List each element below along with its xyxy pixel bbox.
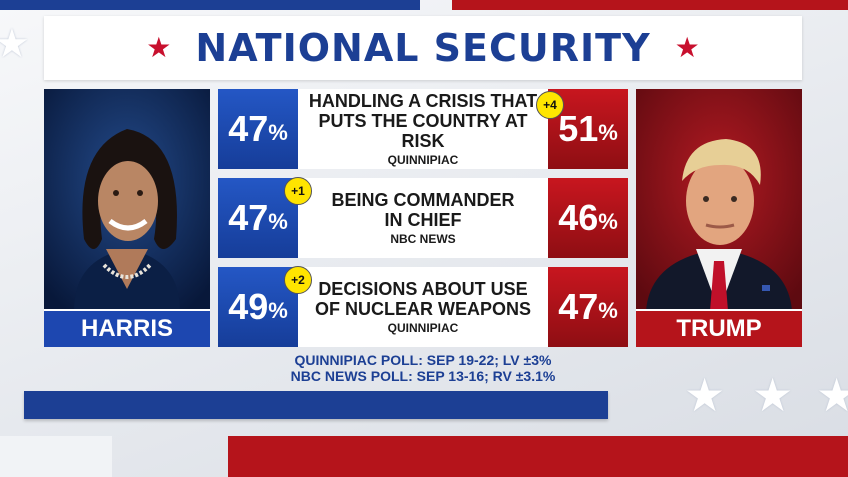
issue-label: DECISIONS ABOUT USE OF NUCLEAR WEAPONS Q… (298, 267, 548, 347)
percent-sign: % (598, 120, 618, 145)
harris-percent: 49% (218, 267, 298, 347)
issue-line: BEING COMMANDER (331, 190, 515, 210)
title-bar: ★ NATIONAL SECURITY ★ (44, 16, 802, 80)
harris-value: 47 (228, 197, 269, 238)
harris-percent: 47% (218, 89, 298, 169)
trump-percent: 47% (548, 267, 628, 347)
footnote: QUINNIPIAC POLL: SEP 19-22; LV ±3% (294, 352, 552, 368)
poll-source: NBC NEWS (390, 232, 456, 246)
harris-photo (44, 89, 210, 311)
issue-line: PUTS THE COUNTRY AT RISK (318, 111, 528, 151)
issue-line: IN CHIEF (384, 210, 462, 230)
harris-portrait: HARRIS (44, 89, 210, 347)
issue-label: HANDLING A CRISIS THAT PUTS THE COUNTRY … (298, 89, 548, 169)
decor-star-icon: ★ (816, 368, 848, 422)
percent-sign: % (598, 298, 618, 323)
poll-source: QUINNIPIAC (387, 153, 459, 167)
decor-star-icon: ★ (0, 21, 30, 67)
trump-value: 47 (558, 286, 599, 327)
bottom-blue-bar (24, 391, 608, 419)
poll-row: 47% BEING COMMANDER IN CHIEF NBC NEWS 46… (218, 177, 628, 258)
trump-portrait: TRUMP (636, 89, 802, 347)
issue-line: DECISIONS ABOUT USE (318, 279, 528, 299)
issue-line: HANDLING A CRISIS THAT (308, 91, 538, 111)
footnote: NBC NEWS POLL: SEP 13-16; RV ±3.1% (290, 368, 556, 384)
issue-label: BEING COMMANDER IN CHIEF NBC NEWS (298, 178, 548, 258)
star-icon: ★ (674, 31, 700, 64)
trump-photo (636, 89, 802, 311)
decor-star-icon: ★ (684, 368, 726, 422)
page-title: NATIONAL SECURITY (195, 26, 651, 70)
trump-name-plate: TRUMP (636, 309, 802, 347)
top-red-stripe (452, 0, 848, 10)
poll-source: QUINNIPIAC (387, 321, 459, 335)
bottom-white-block (0, 436, 112, 477)
decor-star-icon: ★ (752, 368, 794, 422)
trump-value: 51 (558, 108, 599, 149)
trump-value: 46 (558, 197, 599, 238)
poll-row: 47% HANDLING A CRISIS THAT PUTS THE COUN… (218, 89, 628, 169)
trump-percent: 51% (548, 89, 628, 169)
issue-line: OF NUCLEAR WEAPONS (315, 299, 531, 319)
percent-sign: % (598, 209, 618, 234)
lead-badge: +1 (284, 177, 312, 205)
poll-row: 49% DECISIONS ABOUT USE OF NUCLEAR WEAPO… (218, 266, 628, 347)
trump-percent: 46% (548, 178, 628, 258)
lead-badge: +2 (284, 266, 312, 294)
bottom-red-bar (228, 436, 848, 477)
lead-badge: +4 (536, 91, 564, 119)
harris-name-plate: HARRIS (44, 309, 210, 347)
harris-value: 47 (228, 108, 269, 149)
star-icon: ★ (146, 31, 172, 64)
percent-sign: % (268, 298, 288, 323)
percent-sign: % (268, 209, 288, 234)
harris-value: 49 (228, 286, 269, 327)
percent-sign: % (268, 120, 288, 145)
top-blue-stripe (0, 0, 420, 10)
